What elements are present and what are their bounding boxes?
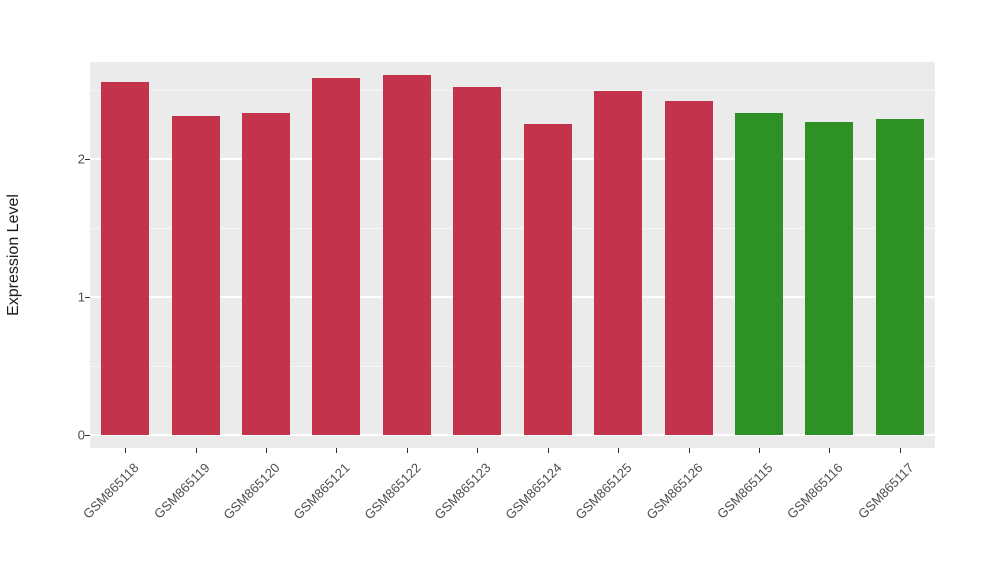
bar-GSM865115 <box>735 113 783 435</box>
plot-panel <box>90 62 935 448</box>
y-tick-label: 2 <box>77 151 85 167</box>
x-tick-label-GSM865118: GSM865118 <box>80 460 142 522</box>
x-tick-mark <box>336 448 337 453</box>
y-tick-mark <box>85 297 90 298</box>
x-tick-mark <box>196 448 197 453</box>
x-tick-mark <box>759 448 760 453</box>
x-tick-label-GSM865116: GSM865116 <box>784 460 846 522</box>
x-tick-label-GSM865121: GSM865121 <box>290 460 353 523</box>
x-tick-mark <box>900 448 901 453</box>
gridline-major <box>90 158 935 160</box>
y-tick-mark <box>85 159 90 160</box>
x-tick-label-GSM865119: GSM865119 <box>151 460 213 522</box>
x-tick-label-GSM865122: GSM865122 <box>361 460 424 523</box>
x-tick-label-GSM865120: GSM865120 <box>220 460 283 523</box>
bar-GSM865119 <box>172 116 220 435</box>
bar-GSM865121 <box>312 78 360 435</box>
bar-GSM865118 <box>101 82 149 435</box>
bar-GSM865117 <box>876 119 924 435</box>
y-axis-title: Expression Level <box>5 194 22 316</box>
x-tick-mark <box>548 448 549 453</box>
y-tick-label: 0 <box>77 427 85 443</box>
bar-GSM865125 <box>594 91 642 435</box>
y-tick-label: 1 <box>77 289 85 305</box>
bar-GSM865124 <box>524 124 572 435</box>
gridline-minor <box>90 365 935 367</box>
x-tick-label-GSM865117: GSM865117 <box>855 460 917 522</box>
y-tick-mark <box>85 435 90 436</box>
bar-GSM865123 <box>453 87 501 435</box>
x-tick-mark <box>477 448 478 453</box>
x-tick-label-GSM865123: GSM865123 <box>431 460 494 523</box>
gridline-major <box>90 434 935 436</box>
bar-GSM865126 <box>665 101 713 435</box>
gridline-major <box>90 296 935 298</box>
x-tick-mark <box>266 448 267 453</box>
x-tick-mark <box>689 448 690 453</box>
x-tick-label-GSM865124: GSM865124 <box>502 460 565 523</box>
x-tick-label-GSM865125: GSM865125 <box>572 460 635 523</box>
x-tick-label-GSM865126: GSM865126 <box>643 460 706 523</box>
x-tick-mark <box>125 448 126 453</box>
x-tick-mark <box>407 448 408 453</box>
gridline-minor <box>90 227 935 229</box>
bar-GSM865116 <box>805 122 853 435</box>
gridline-minor <box>90 89 935 91</box>
x-tick-mark <box>829 448 830 453</box>
bar-GSM865122 <box>383 75 431 435</box>
x-tick-mark <box>618 448 619 453</box>
x-tick-label-GSM865115: GSM865115 <box>714 460 776 522</box>
bar-GSM865120 <box>242 113 290 435</box>
